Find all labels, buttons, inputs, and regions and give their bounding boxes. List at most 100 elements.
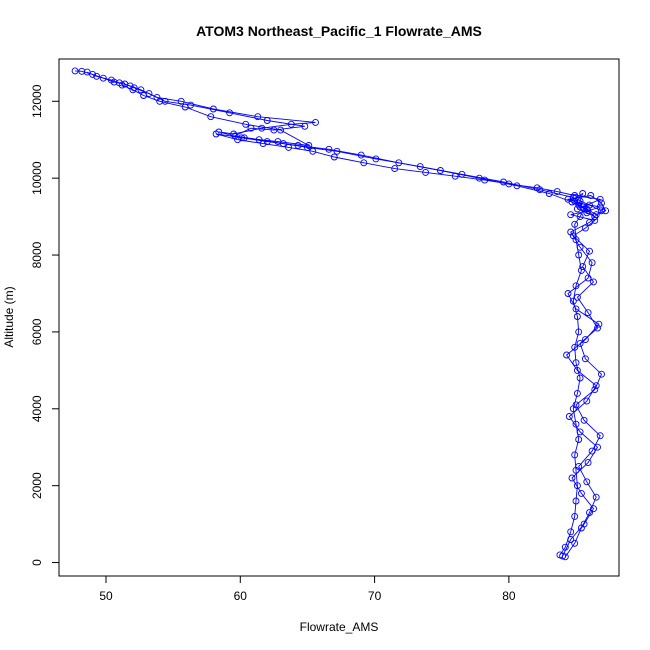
data-point	[226, 109, 234, 117]
data-point	[596, 432, 604, 440]
data-point	[140, 92, 148, 99]
data-point	[567, 228, 575, 236]
data-point	[572, 305, 580, 313]
data-point	[592, 493, 600, 501]
data-point	[177, 97, 185, 105]
data-point	[78, 67, 86, 75]
data-point	[234, 136, 242, 144]
data-point	[212, 130, 220, 138]
data-point	[571, 539, 579, 547]
data-point	[561, 553, 569, 561]
x-axis-label: Flowrate_AMS	[300, 620, 379, 634]
data-point	[594, 443, 601, 451]
data-point	[576, 428, 584, 436]
series-layer	[71, 67, 610, 561]
data-point	[573, 313, 581, 320]
data-point	[580, 416, 588, 424]
data-point	[567, 211, 575, 219]
data-point	[99, 74, 107, 82]
data-point	[586, 218, 593, 226]
y-tick-label: 8000	[30, 241, 44, 268]
data-point	[572, 282, 580, 290]
data-point	[481, 176, 489, 184]
data-point	[254, 113, 262, 121]
data-point	[575, 436, 583, 443]
x-tick-label: 80	[502, 589, 516, 603]
data-point	[598, 370, 605, 378]
data-point	[592, 382, 600, 390]
data-point	[573, 366, 581, 374]
data-point	[583, 397, 591, 405]
data-point	[451, 172, 459, 180]
x-tick-label: 50	[99, 589, 113, 603]
data-point	[312, 118, 319, 126]
data-point	[118, 81, 126, 89]
data-point	[258, 124, 266, 132]
data-point	[584, 459, 592, 467]
data-point	[571, 451, 579, 459]
data-point	[559, 552, 567, 560]
data-point	[71, 67, 79, 75]
series-line-0	[75, 70, 603, 556]
data-point	[209, 105, 217, 113]
data-point	[572, 401, 580, 409]
data-point	[584, 274, 592, 282]
data-point	[575, 199, 583, 207]
data-point	[207, 113, 215, 121]
data-point	[564, 290, 572, 297]
x-axis: 50 60 70 80	[99, 575, 516, 603]
data-point	[573, 293, 581, 301]
data-point	[571, 343, 579, 351]
y-tick-label: 12000	[30, 84, 44, 118]
data-point	[581, 224, 589, 232]
data-point	[230, 130, 238, 138]
data-point	[571, 512, 579, 520]
data-point	[285, 143, 293, 151]
data-point	[287, 120, 295, 128]
data-point	[242, 120, 250, 128]
series-line-2	[121, 84, 602, 557]
data-point	[325, 145, 333, 153]
y-axis-label: Altitude (m)	[2, 286, 16, 347]
data-point	[588, 259, 596, 267]
data-point	[129, 86, 137, 94]
data-point	[584, 309, 592, 317]
data-point	[573, 389, 581, 397]
data-point	[360, 159, 368, 167]
data-point	[576, 374, 584, 382]
data-point	[596, 195, 604, 203]
data-point	[567, 536, 575, 543]
data-point	[580, 520, 588, 528]
data-point	[395, 159, 403, 167]
data-point	[586, 247, 593, 255]
data-point	[83, 68, 91, 76]
y-tick-label: 6000	[30, 318, 44, 345]
data-point	[576, 243, 584, 251]
data-point	[576, 197, 584, 205]
data-point	[137, 86, 145, 94]
plot-frame	[58, 58, 620, 577]
data-point	[594, 324, 601, 332]
data-point	[577, 489, 585, 497]
data-point	[592, 211, 600, 219]
data-point	[270, 126, 278, 134]
data-point	[575, 201, 583, 209]
y-tick-label: 4000	[30, 395, 44, 422]
data-point	[156, 97, 164, 105]
x-tick-label: 60	[234, 589, 248, 603]
x-tick-label: 70	[368, 589, 382, 603]
data-point	[575, 251, 583, 259]
data-point	[590, 505, 597, 513]
data-point	[93, 72, 101, 80]
data-point	[581, 355, 589, 363]
data-point	[602, 207, 610, 215]
data-point	[575, 462, 583, 470]
data-point	[584, 207, 592, 215]
data-point	[357, 151, 365, 159]
data-point	[595, 320, 603, 328]
data-point	[274, 138, 282, 146]
data-point	[571, 220, 579, 228]
data-point	[107, 76, 115, 84]
data-point	[240, 134, 248, 142]
